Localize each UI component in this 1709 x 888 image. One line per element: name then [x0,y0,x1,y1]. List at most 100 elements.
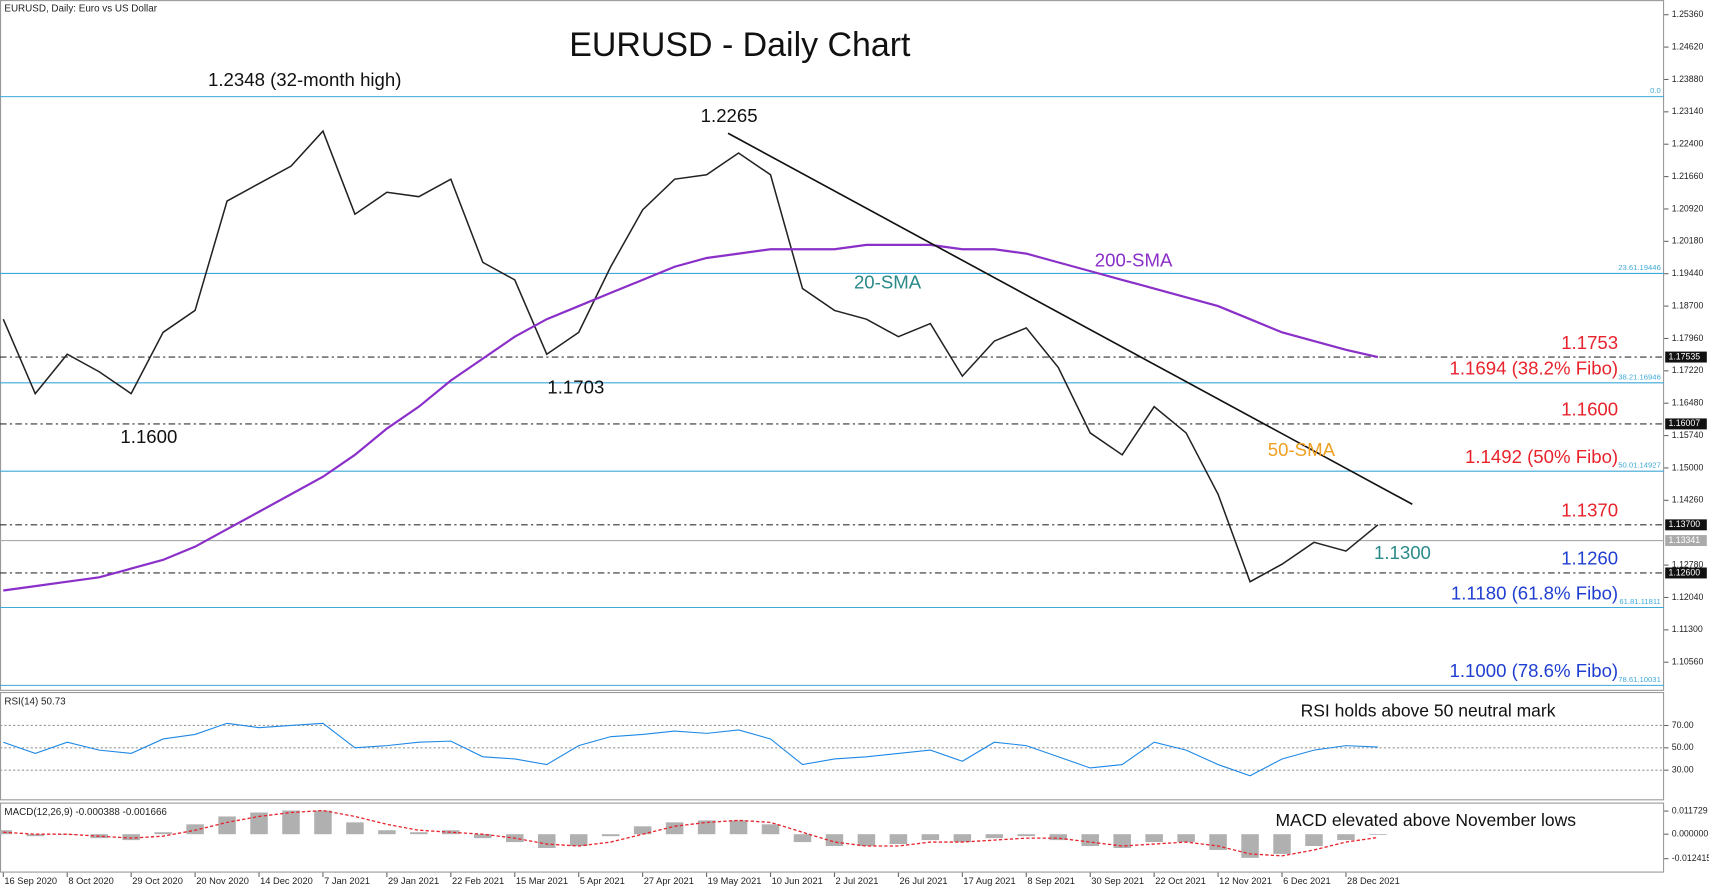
macd-bar [1273,834,1291,854]
x-tick-label: 2 Jul 2021 [836,876,879,886]
macd-bar [154,832,172,835]
macd-signal [3,809,1379,857]
x-tick-label: 26 Jul 2021 [899,876,947,886]
y-tick-label: 1.10560 [1672,657,1704,667]
y-tick-label: 1.22400 [1672,139,1704,149]
annotation: 1.2348 (32-month high) [208,69,401,90]
y-tick-label: 1.21660 [1672,171,1704,181]
y-tick-label: 0.011729 [1672,805,1708,815]
y-tick-label: 1.18700 [1672,300,1704,310]
macd-bar [1177,834,1195,843]
macd-bar [697,820,716,835]
level-note: 1.1370 [1561,500,1618,521]
axis-box [1665,567,1707,579]
macd-note: MACD elevated above November lows [1275,810,1576,830]
y-tick-label: 1.15000 [1672,462,1704,472]
annotation: 50-SMA [1268,439,1336,460]
x-tick-label: 20 Nov 2020 [196,876,249,886]
x-tick-label: 29 Jan 2021 [388,876,439,886]
annotation: 1.2265 [701,105,758,126]
macd-bar [474,834,492,839]
level-note: 1.1260 [1561,548,1618,569]
y-tick-label: 1.23880 [1672,74,1704,84]
axis-box-label: 1.17535 [1668,351,1700,361]
x-tick-label: 10 Jun 2021 [772,876,823,886]
fibo-tag: 61.81.11811 [1619,597,1660,606]
fibo-tag: 38.21.16946 [1618,372,1661,381]
macd-bar [793,834,812,843]
macd-bar [825,834,844,847]
level-note: 1.1492 (50% Fibo) [1465,446,1618,467]
y-tick-label: 1.25360 [1672,9,1704,19]
rsi-note: RSI holds above 50 neutral mark [1301,700,1556,720]
x-tick-label: 5 Apr 2021 [580,876,625,886]
x-tick-label: 12 Nov 2021 [1219,876,1272,886]
macd-bar [1241,834,1259,858]
axis-box-label: 1.12600 [1668,567,1700,577]
macd-bar [857,834,876,847]
fibo-tag: 78.61.10031 [1618,675,1661,684]
x-tick-label: 7 Jan 2021 [324,876,370,886]
annotation: 20-SMA [854,272,922,293]
x-tick-label: 29 Oct 2020 [132,876,183,886]
x-tick-label: 27 Apr 2021 [644,876,694,886]
y-tick-label: 1.12040 [1672,592,1704,602]
y-tick-label: 1.11300 [1672,624,1703,634]
price-line [2,129,1379,583]
y-tick-label: 1.20920 [1672,203,1704,213]
macd-bar [1049,834,1068,841]
annotation: 1.1600 [120,426,177,447]
x-tick-label: 28 Dec 2021 [1347,876,1400,886]
macd-bar [633,826,652,835]
axis-box-label: 1.13341 [1668,535,1700,545]
axis-box [1665,351,1707,363]
trendline [727,132,1413,506]
macd-bar [729,820,748,835]
y-tick-label: 1.15740 [1672,430,1704,440]
macd-bar [122,834,140,841]
macd-bar [569,834,588,847]
macd-bar [953,834,972,843]
level-note: 1.1180 (61.8% Fibo) [1451,582,1618,603]
macd-title: MACD(12,26,9) -0.000388 -0.001666 [4,807,167,818]
macd-bar [1081,834,1099,847]
y-tick-label: 1.23140 [1672,106,1704,116]
x-tick-label: 6 Dec 2021 [1283,876,1331,886]
x-tick-label: 22 Oct 2021 [1155,876,1206,886]
macd-bar [921,834,940,841]
annotation: 200-SMA [1095,250,1173,271]
macd-bar [1113,834,1131,848]
fibo-tag: 23.61.19446 [1618,263,1661,272]
macd-bar [442,830,460,835]
x-tick-label: 14 Dec 2020 [260,876,313,886]
level-note: 1.1694 (38.2% Fibo) [1450,358,1619,379]
axis-box [1665,418,1707,430]
macd-bar [378,830,396,835]
y-tick-label: 1.17960 [1672,333,1704,343]
x-tick-label: 19 May 2021 [708,876,762,886]
macd-bar [601,834,620,837]
macd-bar [282,810,300,835]
x-tick-label: 17 Aug 2021 [963,876,1015,886]
fibo-tag: 50.01.14927 [1618,461,1661,470]
y-tick-label: -0.012415 [1672,853,1709,863]
chart-title: EURUSD - Daily Chart [569,26,911,64]
axis-box-label: 1.13700 [1668,519,1700,529]
macd-bar [1369,834,1387,835]
macd-bar [889,834,908,845]
y-tick-label: 0.000000 [1672,829,1709,839]
x-tick-label: 22 Feb 2021 [452,876,504,886]
macd-bar [314,810,332,835]
annotation: 1.1703 [547,377,604,398]
y-tick-label: 1.16480 [1672,398,1704,408]
y-tick-label: 1.24620 [1672,41,1704,51]
macd-bar [58,834,76,835]
y-tick-label: 30.00 [1672,764,1694,774]
x-tick-label: 16 Sep 2020 [4,876,57,886]
rsi-panel [0,691,1665,801]
axis-box [1665,519,1707,531]
y-tick-label: 1.20180 [1672,236,1704,246]
rsi-title: RSI(14) 50.73 [4,696,66,707]
macd-bar [218,816,236,835]
